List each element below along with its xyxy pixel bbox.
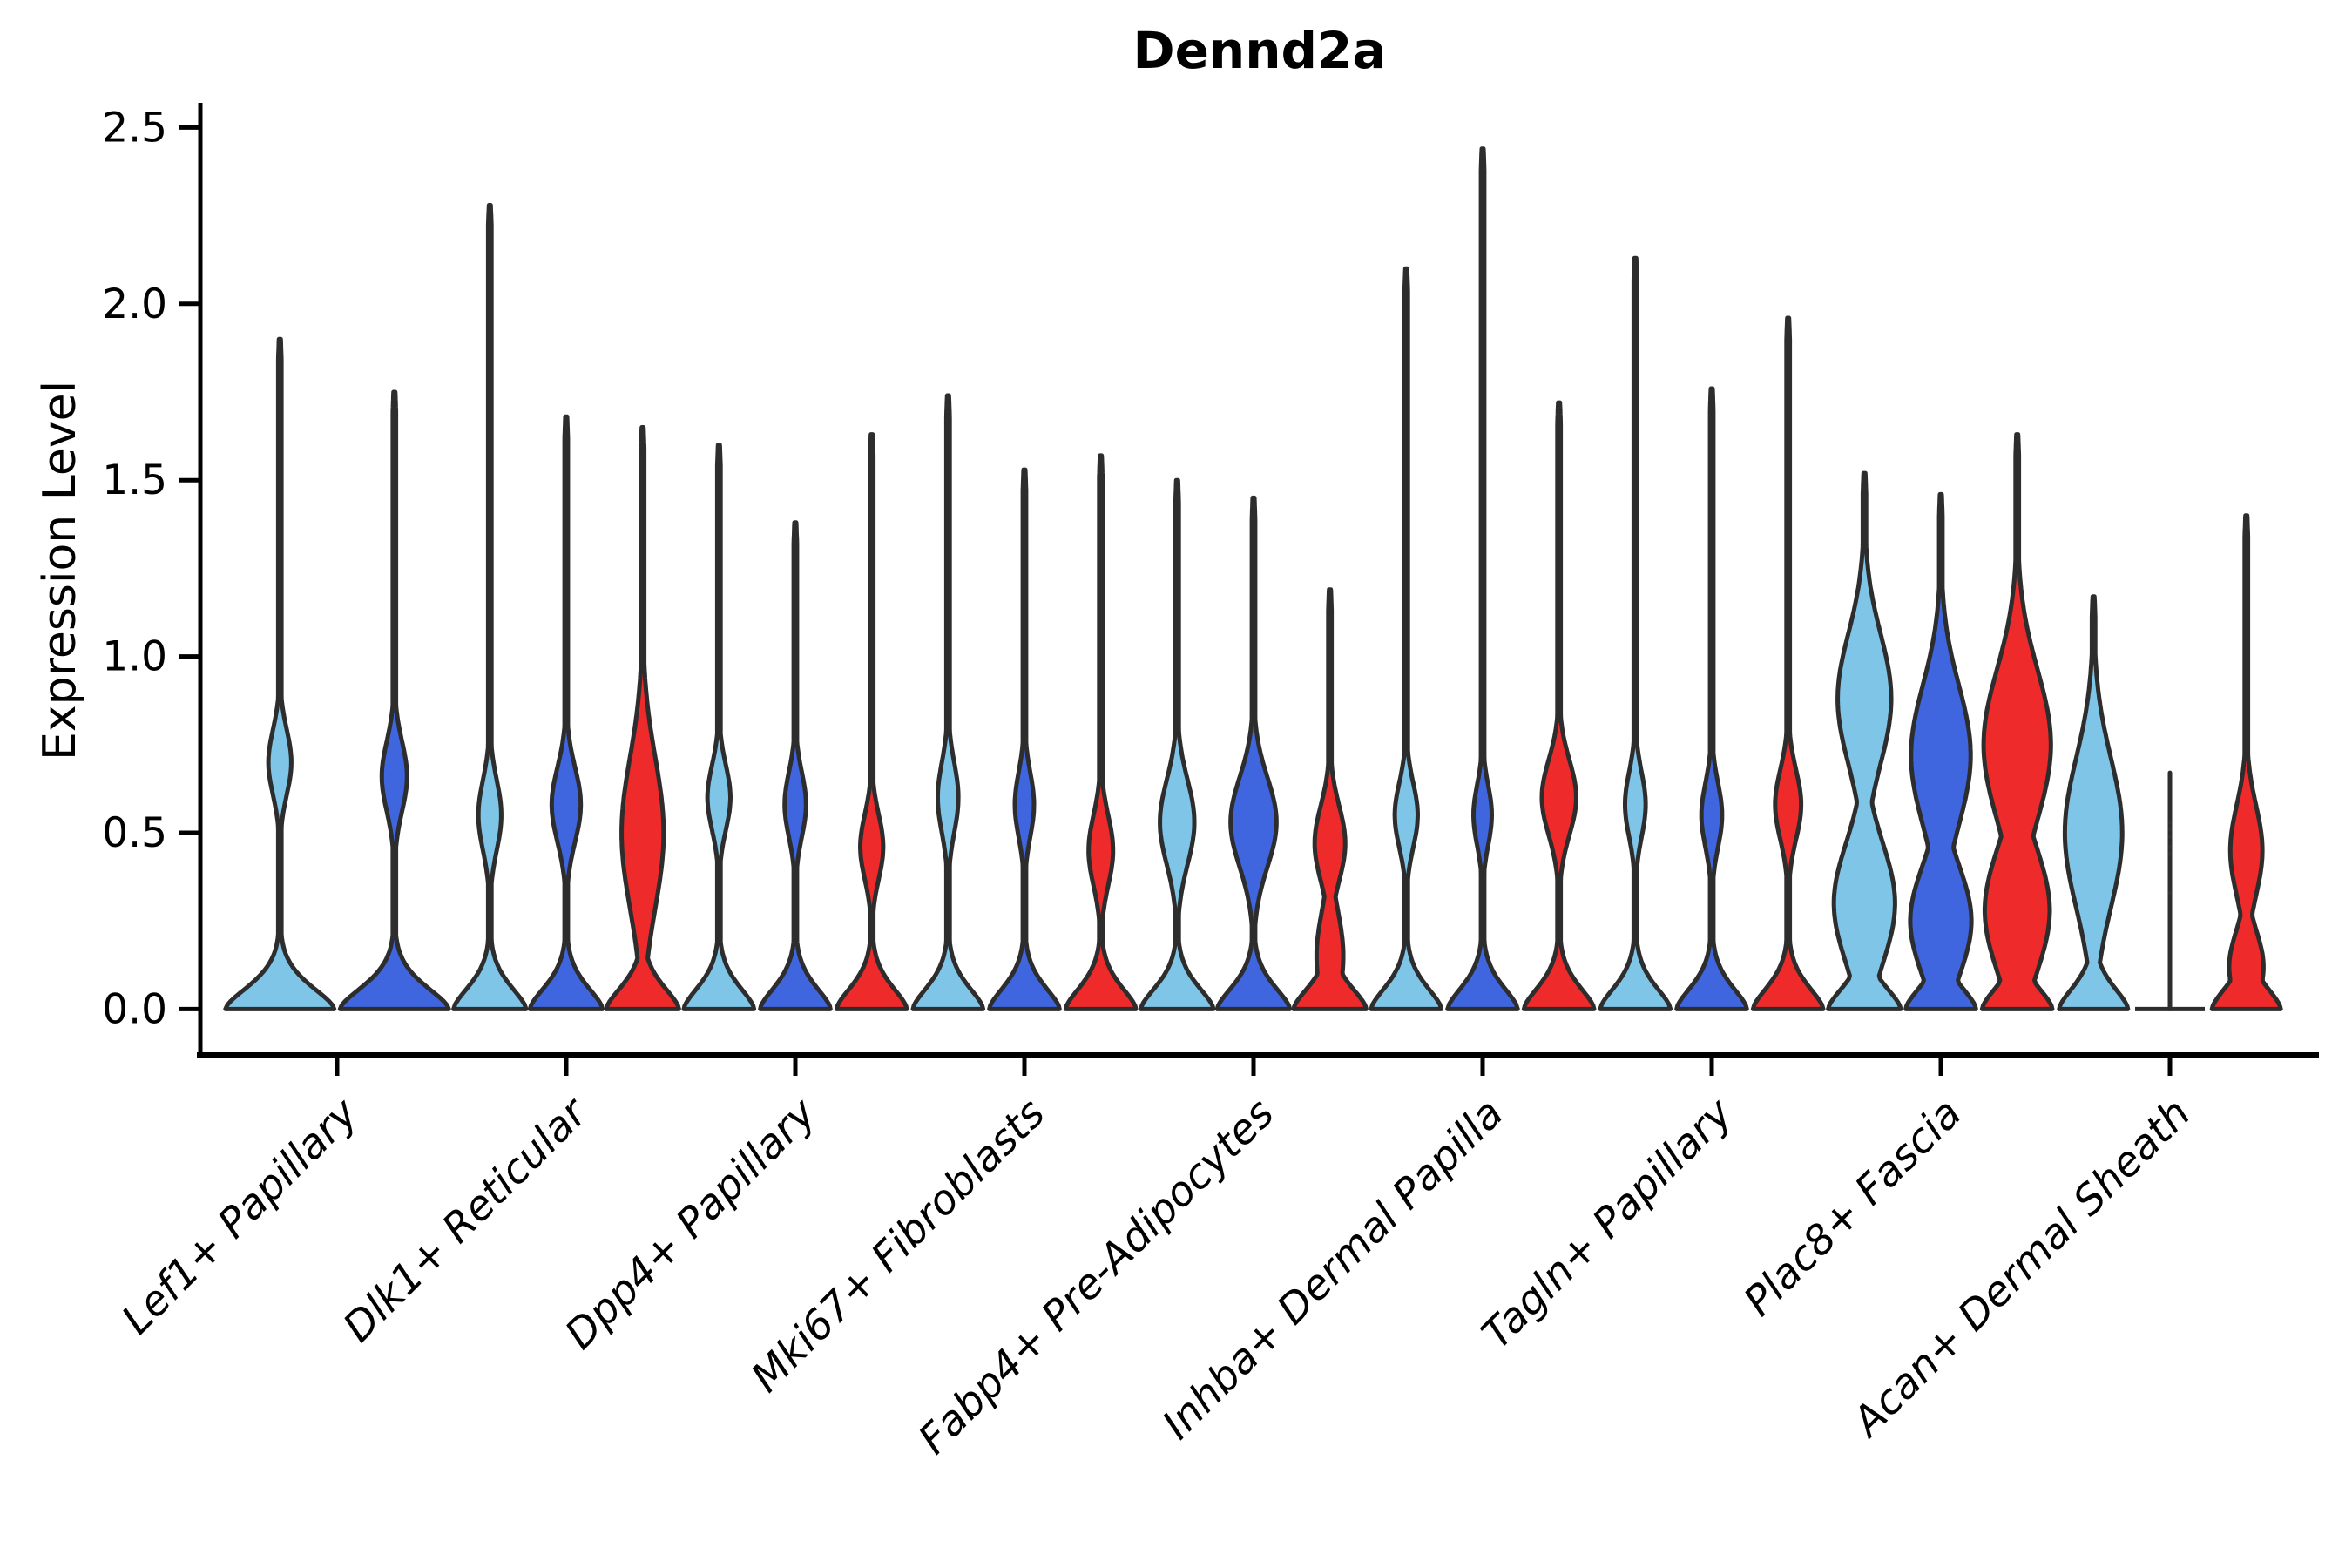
jitter-dot (2167, 834, 2173, 839)
violin (987, 467, 1062, 1011)
violin (1598, 255, 1673, 1011)
violin (451, 203, 529, 1011)
jitter-dot (2167, 844, 2173, 849)
violin (1139, 477, 1216, 1011)
violin (223, 336, 337, 1011)
violin (834, 432, 909, 1011)
violin (1826, 470, 1903, 1011)
x-tick-label: Dlk1+ Reticular (335, 1088, 598, 1352)
y-tick-label: 1.5 (102, 456, 167, 504)
violin (1445, 146, 1520, 1011)
x-tick-label: Tagln+ Papillary (1473, 1089, 1743, 1359)
x-tick-label: Dpp4+ Papillary (556, 1089, 826, 1359)
y-tick-label: 2.0 (102, 280, 167, 328)
violin (1903, 491, 1978, 1011)
x-tick-label: Plac8+ Fascia (1734, 1090, 1970, 1326)
violin (1521, 400, 1597, 1011)
y-tick-label: 1.0 (102, 633, 167, 681)
violin (337, 389, 451, 1011)
violin (681, 443, 757, 1011)
violin (2209, 513, 2283, 1011)
violin (527, 414, 605, 1011)
violin (1063, 453, 1139, 1011)
jitter-dot (2167, 890, 2173, 896)
violin (1214, 495, 1293, 1011)
violin (1979, 432, 2055, 1011)
jitter-dot (2167, 827, 2173, 832)
violin (1674, 386, 1749, 1011)
violin (2057, 594, 2131, 1011)
y-tick-label: 2.5 (102, 104, 167, 152)
jitter-dot (2167, 820, 2173, 825)
violin (1369, 266, 1444, 1011)
violin (1750, 315, 1826, 1011)
chart-title: Dennd2a (1132, 21, 1387, 80)
x-tick-label: Lef1+ Papillary (112, 1089, 368, 1344)
violin (1291, 587, 1369, 1011)
jitter-dot (2167, 851, 2173, 856)
violin (604, 425, 681, 1011)
y-tick-label: 0.0 (102, 985, 167, 1033)
y-tick-label: 0.5 (102, 809, 167, 857)
violin (758, 520, 833, 1011)
violin (910, 393, 986, 1011)
